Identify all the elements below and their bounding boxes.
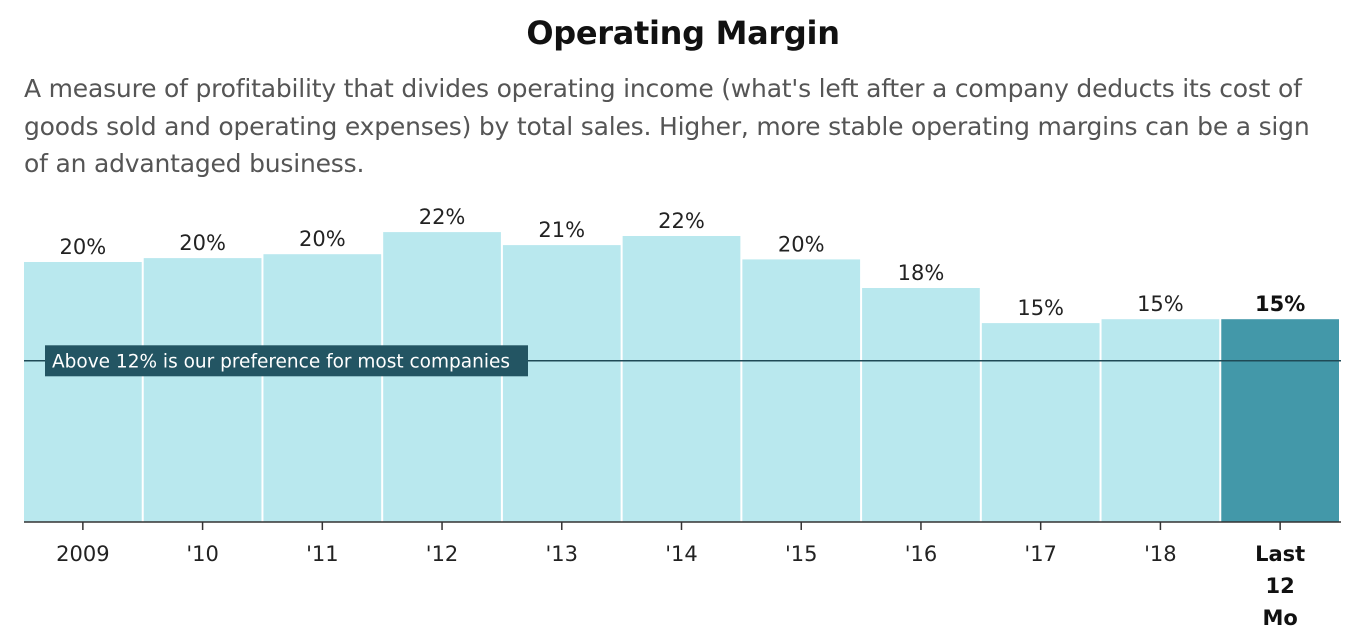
data-label: 15% [1017,296,1064,320]
data-label: 21% [538,218,585,242]
data-label: 20% [778,232,825,256]
x-tick-label: '11 [306,542,339,566]
data-label: 15% [1137,292,1184,316]
x-axis: 2009 '10 '11 '12 '13 '14 '15 '16 '17 '18 Last 12 Mo [24,521,1341,630]
x-tick-label: '18 [1144,542,1177,566]
threshold-label-box [45,345,528,377]
x-tick-label: Mo [1262,606,1297,630]
data-label: 22% [658,209,705,233]
data-label: 20% [299,227,346,251]
bar [263,254,382,522]
bar [502,245,621,522]
x-tick-label: '14 [665,542,698,566]
data-label: 18% [898,261,945,285]
chart-subtitle: A measure of profitability that divides … [24,74,1310,178]
x-tick-label: Last [1255,542,1305,566]
threshold-label: Above 12% is our preference for most com… [52,351,510,372]
bar [862,288,980,522]
x-tick-label: '16 [905,542,938,566]
data-label: 20% [60,235,107,259]
data-label: 15% [1255,292,1305,316]
chart-title: Operating Margin [526,14,840,52]
bar [742,259,861,522]
bar [24,262,142,522]
bar [143,258,262,522]
x-tick-label: '17 [1024,542,1057,566]
bars-layer: 20% 20% 20% 22% 21% 22% 20% 18% 15% 15% 15% [24,205,1339,522]
data-label: 20% [179,231,226,255]
bar [1101,319,1220,522]
bar [383,232,501,522]
x-tick-label: '12 [426,542,459,566]
x-tick-label: '10 [186,542,219,566]
bar [981,323,1100,522]
x-tick-label: '13 [546,542,579,566]
x-tick-label: '15 [785,542,818,566]
bar [1221,319,1339,522]
x-tick-label: 2009 [56,542,109,566]
bar [622,236,741,522]
threshold-layer: Above 12% is our preference for most com… [24,345,1341,377]
data-label: 22% [419,205,466,229]
x-tick-label: 12 [1266,574,1295,598]
